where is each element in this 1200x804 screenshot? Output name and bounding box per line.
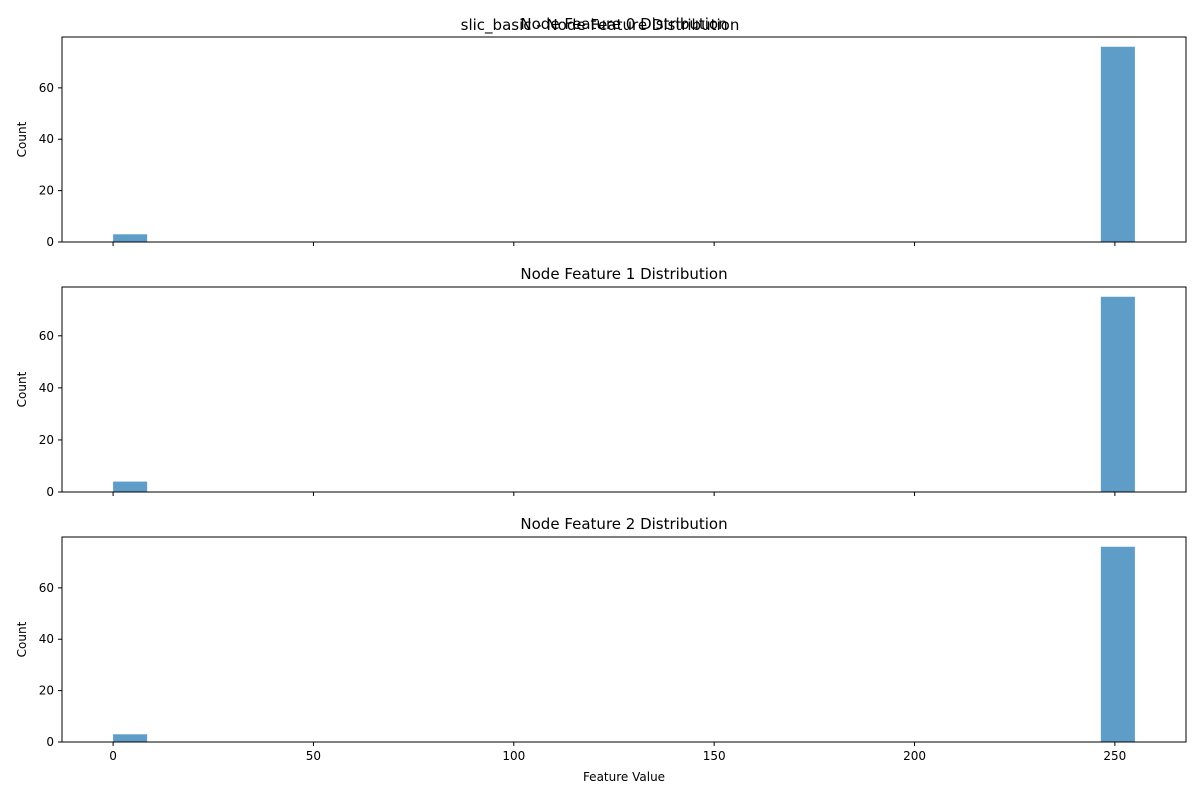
x-axis-label: Feature Value: [583, 770, 665, 784]
y-axis-label: Count: [15, 121, 29, 157]
histogram-bar: [1100, 296, 1135, 492]
y-axis-label: Count: [15, 621, 29, 657]
subplot-title: Node Feature 0 Distribution: [520, 15, 727, 33]
histogram-bar: [1100, 546, 1135, 742]
y-tick-label: 0: [46, 485, 54, 499]
histogram-bar: [113, 234, 148, 242]
histogram-bar: [113, 734, 148, 742]
y-tick-label: 20: [39, 184, 54, 198]
histogram-bar: [1100, 46, 1135, 243]
subplot-title: Node Feature 2 Distribution: [520, 515, 727, 533]
histogram-bar: [113, 481, 148, 492]
x-tick-label: 150: [703, 749, 726, 763]
subplot-title: Node Feature 1 Distribution: [520, 265, 727, 283]
subplot-2: 0 50 100 150 200 250 0 20 40 60 Node Feature 2 Dis…: [15, 515, 1187, 784]
x-tick-label: 50: [306, 749, 321, 763]
y-tick-label: 60: [39, 329, 54, 343]
axes-frame: [61, 536, 1187, 743]
y-tick-label: 20: [39, 684, 54, 698]
axes-frame: [61, 36, 1187, 243]
y-tick-label: 60: [39, 81, 54, 95]
y-tick-label: 40: [39, 632, 54, 646]
x-tick-label: 250: [1103, 749, 1126, 763]
x-tick-label: 200: [903, 749, 926, 763]
y-tick-label: 0: [46, 235, 54, 249]
y-tick-label: 0: [46, 735, 54, 749]
x-tick-label: 100: [502, 749, 525, 763]
y-tick-label: 60: [39, 581, 54, 595]
x-tick-label: 0: [109, 749, 117, 763]
y-tick-label: 40: [39, 381, 54, 395]
axes-frame: [61, 286, 1187, 493]
figure-suptitle: slic_basic - Node Feature Distribution: [461, 16, 740, 35]
subplot-0: 0 20 40 60 Node Feature 0 Distribution Count: [15, 15, 1187, 249]
subplot-1: 0 20 40 60 Node Feature 1 Distribution Count: [15, 265, 1187, 499]
y-tick-label: 20: [39, 433, 54, 447]
y-axis-label: Count: [15, 371, 29, 407]
y-tick-label: 40: [39, 132, 54, 146]
